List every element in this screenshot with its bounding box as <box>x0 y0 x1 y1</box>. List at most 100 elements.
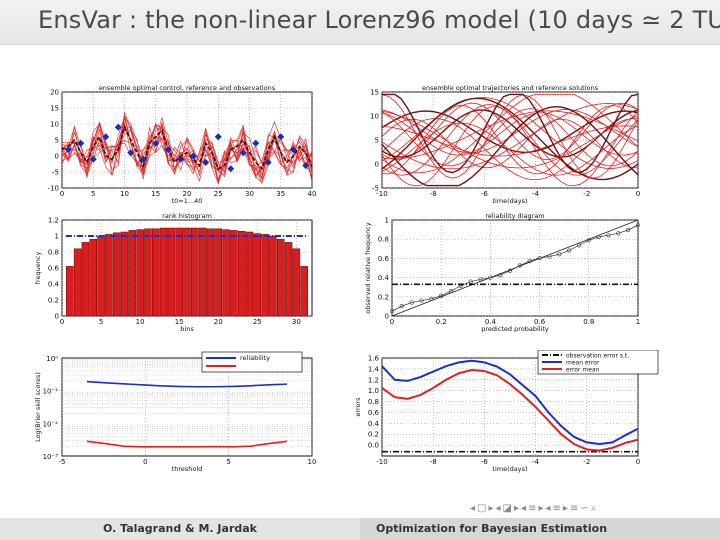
legend-label: error mean <box>566 367 600 374</box>
x-tick-label: 25 <box>253 318 262 326</box>
x-tick-label: 0 <box>636 458 640 466</box>
x-tick-label: 40 <box>308 190 317 198</box>
rank-bar <box>136 229 144 317</box>
nav-icon-2[interactable]: ▸ <box>488 503 496 514</box>
y-axis-label: observed relative frequency <box>364 222 372 314</box>
x-tick-label: -6 <box>481 190 489 198</box>
y-tick-label: 10⁻¹ <box>43 388 59 396</box>
nav-icon-10[interactable]: ≡ <box>552 503 563 514</box>
x-tick-label: 30 <box>292 318 301 326</box>
y-tick-label: 10 <box>50 121 59 129</box>
nav-icon-0[interactable]: ◂ <box>470 503 478 514</box>
reliability-point <box>586 238 591 243</box>
nav-icon-3[interactable]: ◂ <box>495 503 503 514</box>
footer-talk-title: Optimization for Bayesian Estimation <box>360 518 720 540</box>
reliability-point <box>635 222 641 228</box>
ensemble-member <box>61 112 313 178</box>
observation-point <box>214 133 222 141</box>
reliability-point <box>616 231 621 236</box>
y-tick-label: 0.2 <box>48 297 59 305</box>
rank-bar <box>284 242 293 317</box>
observation-point <box>177 155 185 163</box>
nav-icon-8[interactable]: ▸ <box>538 503 546 514</box>
rank-bar <box>206 228 215 317</box>
reliability-point <box>399 304 404 309</box>
trajectory <box>381 118 639 169</box>
x-tick-label: 0.4 <box>485 318 497 326</box>
y-tick-label: 0.4 <box>368 420 380 428</box>
nav-icon-1[interactable]: ▢ <box>477 503 489 514</box>
y-tick-label: 0.6 <box>378 255 390 263</box>
nav-icon-4[interactable]: ◪ <box>502 503 514 514</box>
x-tick-label: 0 <box>60 318 64 326</box>
x-tick-label: 0 <box>60 190 64 198</box>
ensemble-member <box>61 126 313 176</box>
nav-icon-13[interactable]: ∽ <box>580 503 591 514</box>
nav-icon-11[interactable]: ▸ <box>562 503 570 514</box>
y-tick-label: 0 <box>55 153 59 161</box>
reliability-point <box>498 273 503 278</box>
y-tick-label: 1.2 <box>368 376 379 384</box>
rank-bar <box>261 234 269 317</box>
y-tick-label: 0.2 <box>378 293 389 301</box>
observation-point <box>252 139 260 147</box>
rank-bar <box>97 235 105 317</box>
x-tick-label: -10 <box>376 458 387 466</box>
nav-icon-6[interactable]: ◂ <box>521 503 529 514</box>
y-tick-label: 0.8 <box>368 398 379 406</box>
trajectory <box>381 106 639 187</box>
x-tick-label: -4 <box>532 190 540 198</box>
nav-icon-9[interactable]: ◂ <box>545 503 553 514</box>
rank-bar <box>300 266 308 317</box>
reliability-line <box>86 380 288 388</box>
legend-label: reliability <box>240 354 270 362</box>
y-tick-label: 0.0 <box>368 442 379 450</box>
observation-point <box>227 165 235 173</box>
observation-point <box>102 133 110 141</box>
beamer-nav: ◂▢▸◂◪▸◂≡▸◂≡▸≡∽⌕ <box>470 503 598 514</box>
rank-bar <box>276 238 285 317</box>
trajectory <box>381 93 639 174</box>
trajectory <box>382 93 639 174</box>
x-tick-label: 5 <box>226 458 230 466</box>
y-tick-label: 10 <box>370 113 379 121</box>
chart-title: reliability diagram <box>485 212 544 220</box>
y-tick-label: 1.0 <box>368 387 379 395</box>
rank-bar <box>237 230 246 317</box>
reliability-point <box>448 288 454 294</box>
x-tick-label: 0.8 <box>583 318 594 326</box>
observation-point <box>189 152 197 160</box>
observation-point <box>139 155 147 163</box>
nav-icon-5[interactable]: ▸ <box>514 503 522 514</box>
reliability-point <box>478 277 483 282</box>
trajectory <box>381 104 639 175</box>
x-axis-label: time(days) <box>492 465 527 473</box>
trajectory <box>381 106 639 187</box>
y-tick-label: 0.6 <box>368 409 380 417</box>
nav-icon-12[interactable]: ≡ <box>569 503 581 514</box>
reliability-point <box>507 268 513 273</box>
error-mean-line <box>381 368 639 452</box>
rank-bar <box>81 242 90 317</box>
y-tick-label: 10⁻² <box>43 420 59 428</box>
x-tick-label: -8 <box>430 458 437 466</box>
title-bar: EnsVar : the non-linear Lorenz96 model (… <box>0 0 720 45</box>
reliability-point <box>527 258 532 264</box>
rank-bar <box>292 248 301 317</box>
reliability-point <box>429 296 434 301</box>
nav-icon-14[interactable]: ⌕ <box>590 503 599 514</box>
y-tick-label: 0 <box>375 161 379 169</box>
y-tick-label: 0.8 <box>48 249 59 257</box>
reliability-point <box>626 227 631 233</box>
y-tick-label: 0.4 <box>378 274 390 282</box>
y-tick-label: 1 <box>385 217 389 225</box>
observation-point <box>289 146 297 154</box>
nav-icon-7[interactable]: ≡ <box>528 503 539 514</box>
y-tick-label: 0 <box>385 313 389 321</box>
y-tick-label: 10⁰ <box>46 355 58 363</box>
reliability-point <box>557 252 562 257</box>
reliability-point <box>419 298 424 303</box>
plot-frame <box>381 91 639 189</box>
chart-title: rank histogram <box>162 212 212 220</box>
rank-bar <box>73 248 82 317</box>
